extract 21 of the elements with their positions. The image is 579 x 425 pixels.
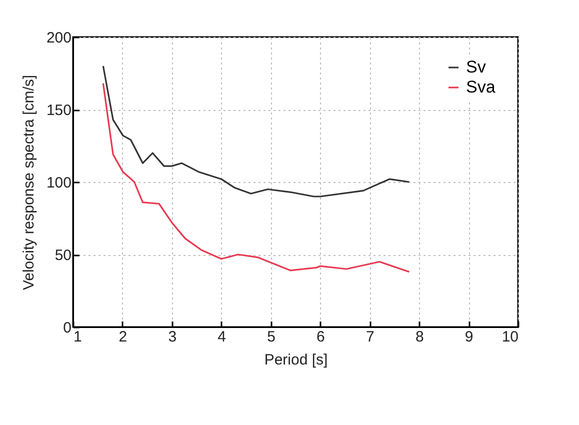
y-tick-label: 200 [46, 30, 72, 46]
y-axis-title: Velocity response spectra [cm/s] [20, 74, 38, 290]
x-tick-label: 4 [218, 328, 226, 346]
x-tick-label: 8 [415, 328, 424, 346]
x-tick-label: 2 [118, 328, 128, 346]
line-series [102, 82, 410, 273]
legend-label: Sv [466, 58, 486, 76]
y-tick-label: 150 [46, 102, 72, 119]
x-axis-title: Period [s] [264, 352, 328, 368]
x-tick-label: 1 [74, 328, 82, 346]
y-tick-label: 0 [63, 320, 72, 336]
x-tick-label: 5 [267, 328, 276, 346]
legend-label: Sva [466, 78, 496, 96]
x-tick-label: 9 [464, 328, 474, 346]
x-tick-label: 10 [502, 328, 518, 346]
x-tick-label: 6 [316, 328, 325, 346]
line-series [102, 65, 410, 198]
y-tick-label: 50 [54, 247, 72, 264]
x-tick-label: 7 [366, 328, 374, 346]
y-tick-label: 100 [46, 174, 72, 192]
x-tick-label: 3 [168, 328, 177, 346]
